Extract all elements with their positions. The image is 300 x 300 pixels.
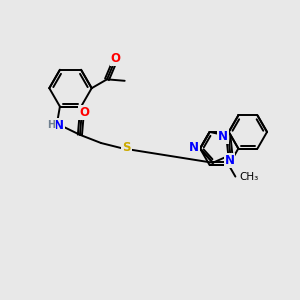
Text: H: H: [47, 120, 55, 130]
Text: N: N: [189, 141, 199, 154]
Text: N: N: [224, 154, 235, 167]
Text: O: O: [79, 106, 89, 119]
Text: N: N: [54, 118, 64, 132]
Text: O: O: [111, 52, 121, 65]
Text: N: N: [218, 130, 228, 143]
Text: CH₃: CH₃: [239, 172, 259, 182]
Text: S: S: [122, 141, 131, 154]
